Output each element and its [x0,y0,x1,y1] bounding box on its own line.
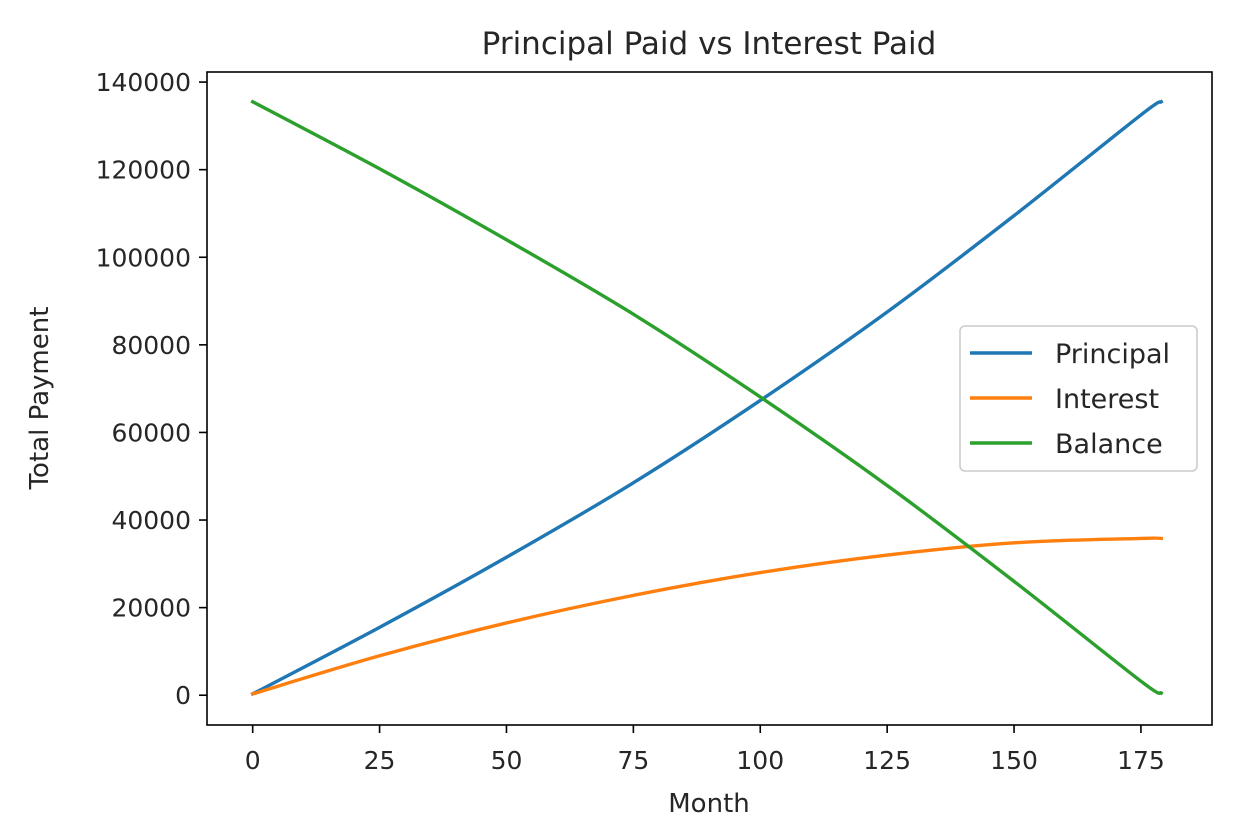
y-axis-label: Total Payment [25,307,55,491]
legend: Principal Interest Balance [959,325,1198,472]
series-layer [250,99,1164,697]
x-tick-label: 25 [364,746,396,775]
x-tick-label: 0 [245,746,261,775]
y-tick-label: 60000 [111,418,191,447]
x-tick-label: 50 [491,746,523,775]
y-tick-label: 80000 [111,331,191,360]
x-tick-label: 75 [617,746,649,775]
y-tick-label: 120000 [96,156,191,185]
x-axis-label: Month [668,789,750,819]
y-tick-label: 0 [175,681,191,710]
chart-title: Principal Paid vs Interest Paid [482,26,937,62]
legend-box [959,325,1198,472]
y-tick-label: 100000 [96,243,191,272]
x-tick-label: 175 [1117,746,1165,775]
series-line-interest [250,536,1163,697]
series-line-principal [250,99,1164,697]
x-axis: 0 25 50 75 100 125 150 175 [245,725,1165,775]
y-tick-label: 40000 [111,506,191,535]
x-tick-label: 125 [863,746,911,775]
x-tick-label: 150 [990,746,1038,775]
legend-label-balance: Balance [1055,429,1163,460]
y-tick-label: 20000 [111,594,191,623]
plot-frame [206,71,1213,726]
legend-label-principal: Principal [1055,339,1170,370]
x-tick-label: 100 [736,746,784,775]
y-axis: 0 20000 40000 60000 80000 100000 120000 140000 [96,68,207,710]
series-line-balance [250,99,1164,696]
legend-label-interest: Interest [1055,384,1159,415]
y-tick-label: 140000 [96,68,191,97]
